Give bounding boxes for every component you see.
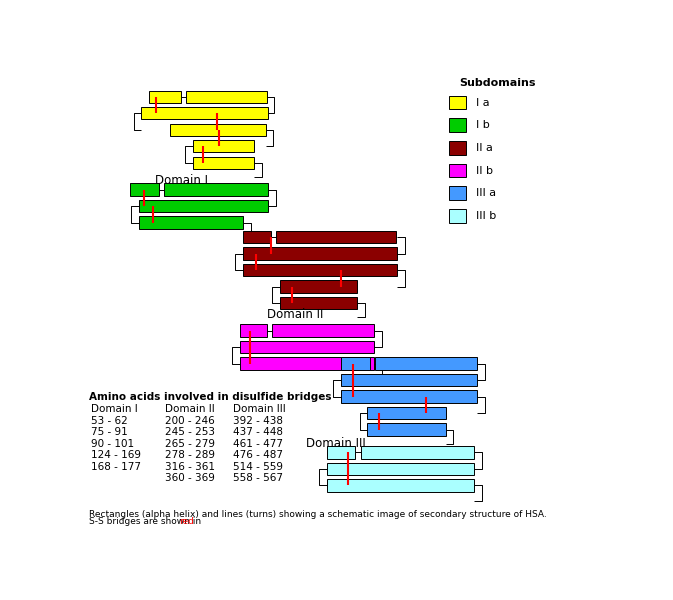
Bar — [149, 91, 180, 103]
Bar — [341, 358, 370, 370]
Text: red: red — [179, 517, 194, 526]
Bar — [139, 200, 269, 212]
Bar — [450, 95, 466, 109]
Bar — [186, 91, 267, 103]
Text: Domain II: Domain II — [267, 308, 323, 321]
Text: Subdomains: Subdomains — [460, 78, 536, 88]
Bar — [367, 407, 446, 419]
Text: 278 - 289: 278 - 289 — [165, 450, 215, 460]
Text: 437 - 448: 437 - 448 — [233, 427, 283, 437]
Text: 200 - 246: 200 - 246 — [165, 416, 215, 425]
Bar — [450, 186, 466, 200]
Bar — [276, 231, 396, 243]
Text: II b: II b — [476, 166, 493, 176]
Bar — [280, 280, 357, 293]
Text: 392 - 438: 392 - 438 — [233, 416, 283, 425]
Bar — [130, 184, 159, 196]
Bar — [450, 209, 466, 223]
Text: Domain III: Domain III — [233, 404, 285, 415]
Text: 124 - 169: 124 - 169 — [91, 450, 141, 460]
Bar — [273, 325, 374, 337]
Text: II a: II a — [476, 143, 493, 153]
Bar — [164, 184, 269, 196]
Text: 53 - 62: 53 - 62 — [91, 416, 128, 425]
Bar — [450, 164, 466, 177]
Text: 90 - 101: 90 - 101 — [91, 439, 134, 449]
Text: 558 - 567: 558 - 567 — [233, 473, 283, 484]
Text: Domain I: Domain I — [91, 404, 138, 415]
Bar — [192, 140, 254, 152]
Bar — [326, 446, 355, 458]
Text: Rectangles (alpha helix) and lines (turns) showing a schematic image of secondar: Rectangles (alpha helix) and lines (turn… — [90, 510, 547, 518]
Bar — [243, 264, 397, 276]
Bar — [326, 479, 474, 491]
Bar — [341, 391, 477, 403]
Bar — [375, 358, 477, 370]
Text: III a: III a — [476, 188, 496, 198]
Text: 461 - 477: 461 - 477 — [233, 439, 283, 449]
Text: 245 - 253: 245 - 253 — [165, 427, 215, 437]
Bar — [240, 325, 267, 337]
Text: III b: III b — [476, 211, 496, 221]
Bar — [139, 217, 243, 229]
Text: Domain II: Domain II — [165, 404, 215, 415]
Bar — [170, 124, 266, 136]
Text: 265 - 279: 265 - 279 — [165, 439, 215, 449]
Bar — [192, 157, 254, 169]
Text: 360 - 369: 360 - 369 — [165, 473, 215, 484]
Bar — [141, 107, 269, 119]
Bar — [326, 463, 474, 475]
Text: 316 - 361: 316 - 361 — [165, 462, 215, 472]
Bar — [341, 374, 477, 386]
Text: 168 - 177: 168 - 177 — [91, 462, 141, 472]
Text: 514 - 559: 514 - 559 — [233, 462, 283, 472]
Bar — [361, 446, 474, 458]
Text: Amino acids involved in disulfide bridges: Amino acids involved in disulfide bridge… — [90, 392, 332, 402]
Bar — [243, 231, 271, 243]
Bar — [450, 118, 466, 132]
Text: S-S bridges are shown in: S-S bridges are shown in — [90, 517, 205, 526]
Bar — [450, 141, 466, 154]
Bar — [280, 297, 357, 309]
Text: 476 - 487: 476 - 487 — [233, 450, 283, 460]
Bar — [240, 341, 374, 353]
Bar — [240, 358, 374, 370]
Text: I b: I b — [476, 120, 489, 130]
Text: Domain III: Domain III — [306, 437, 365, 450]
Text: I a: I a — [476, 98, 489, 107]
Bar — [243, 247, 397, 260]
Bar — [367, 424, 446, 436]
Text: Domain I: Domain I — [155, 173, 207, 187]
Text: 75 - 91: 75 - 91 — [91, 427, 128, 437]
